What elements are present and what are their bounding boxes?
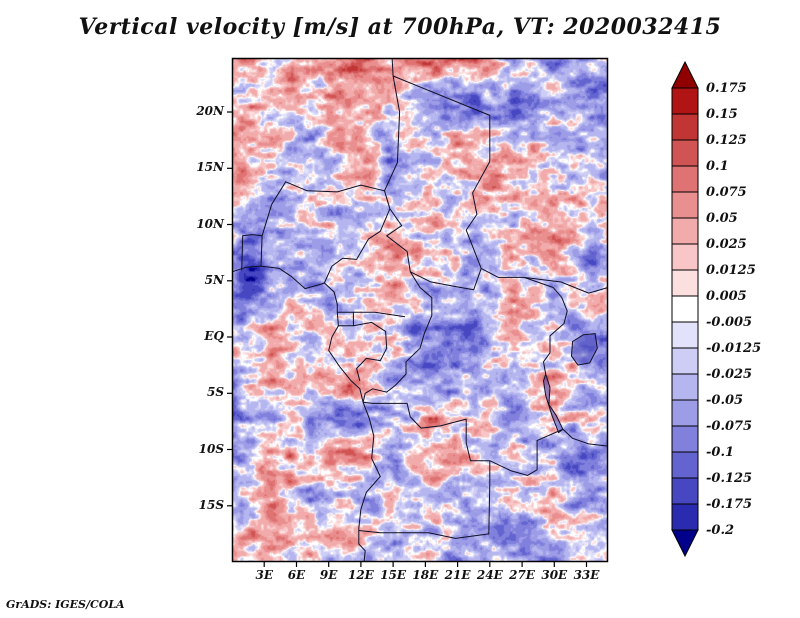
colorbar-label: 0.005 bbox=[706, 289, 747, 304]
x-tick-label: 18E bbox=[412, 568, 439, 582]
colorbar-top-arrow bbox=[671, 60, 699, 89]
map-plot-area bbox=[227, 57, 609, 567]
colorbar-label: -0.05 bbox=[706, 393, 743, 408]
colorbar-segment bbox=[671, 269, 699, 297]
colorbar-label: 0.05 bbox=[706, 211, 738, 226]
country-border bbox=[386, 208, 482, 291]
colorbar-segment bbox=[671, 191, 699, 219]
x-tick-label: 15E bbox=[380, 568, 407, 582]
lake-outline bbox=[542, 372, 564, 434]
country-borders-overlay bbox=[227, 57, 609, 567]
country-border bbox=[562, 428, 609, 447]
y-tick-label: 10N bbox=[196, 216, 224, 231]
country-border bbox=[392, 75, 491, 162]
y-tick-label: 5S bbox=[206, 385, 224, 400]
country-border bbox=[260, 204, 273, 267]
colorbar-segment bbox=[671, 503, 699, 531]
colorbar-segment bbox=[671, 243, 699, 271]
colorbar-segment bbox=[671, 217, 699, 245]
country-border bbox=[362, 271, 433, 403]
colorbar-segment bbox=[671, 165, 699, 193]
colorbar-label: -0.175 bbox=[706, 497, 752, 512]
lake-outline bbox=[570, 333, 598, 366]
country-border bbox=[358, 483, 491, 539]
colorbar-label: 0.1 bbox=[706, 159, 729, 174]
colorbar-label: -0.075 bbox=[706, 419, 752, 434]
colorbar-segment bbox=[671, 139, 699, 167]
colorbar-segment bbox=[671, 295, 699, 323]
country-border bbox=[524, 276, 609, 294]
y-tick-label: 15N bbox=[196, 160, 224, 175]
colorbar-bottom-arrow bbox=[671, 529, 699, 558]
x-tick-label: 24E bbox=[476, 568, 503, 582]
country-border bbox=[231, 265, 381, 563]
x-tick-label: 30E bbox=[541, 568, 568, 582]
colorbar-label: 0.0125 bbox=[706, 263, 756, 278]
country-border bbox=[524, 276, 568, 375]
colorbar-segment bbox=[671, 451, 699, 479]
y-tick-label: 10S bbox=[198, 441, 224, 456]
colorbar-segment bbox=[671, 347, 699, 375]
velocity-field-heatmap bbox=[232, 58, 608, 562]
y-tick-label: 15S bbox=[198, 497, 224, 512]
country-border bbox=[353, 311, 406, 318]
plot-title: Vertical velocity [m/s] at 700hPa, VT: 2… bbox=[78, 14, 722, 40]
colorbar-label: 0.075 bbox=[706, 185, 747, 200]
x-tick-label: 3E bbox=[255, 568, 273, 582]
x-tick-label: 21E bbox=[444, 568, 471, 582]
country-border bbox=[363, 401, 491, 484]
x-tick-label: 12E bbox=[347, 568, 374, 582]
colorbar-label: 0.175 bbox=[706, 81, 747, 96]
credit-text: GrADS: IGES/COLA bbox=[6, 598, 125, 611]
colorbar-label: 0.125 bbox=[706, 133, 747, 148]
y-tick-label: EQ bbox=[204, 329, 224, 343]
x-tick-label: 6E bbox=[287, 568, 306, 582]
country-border bbox=[271, 181, 385, 205]
colorbar-label: -0.0125 bbox=[706, 341, 761, 356]
y-tick-label: 5N bbox=[204, 272, 224, 287]
colorbar-label: -0.2 bbox=[706, 523, 734, 538]
x-tick-label: 27E bbox=[509, 568, 535, 582]
colorbar: 0.175 0.15 0.125 0.1 0.075 0.05 0.025 0.0125 0.0… bbox=[671, 60, 761, 558]
country-border bbox=[465, 161, 525, 278]
x-tick-label: 9E bbox=[319, 568, 338, 582]
colorbar-segment bbox=[671, 321, 699, 349]
colorbar-label: 0.025 bbox=[706, 237, 747, 252]
country-border bbox=[241, 234, 263, 271]
colorbar-label: 0.15 bbox=[706, 107, 738, 122]
colorbar-segment bbox=[671, 113, 699, 141]
colorbar-label: -0.125 bbox=[706, 471, 752, 486]
country-border bbox=[323, 190, 391, 284]
colorbar-label: -0.005 bbox=[706, 315, 752, 330]
country-border bbox=[384, 57, 401, 192]
colorbar-segment bbox=[671, 477, 699, 505]
colorbar-segment bbox=[671, 87, 699, 115]
country-border bbox=[353, 321, 388, 382]
colorbar-label: -0.025 bbox=[706, 367, 752, 382]
map-frame bbox=[231, 57, 609, 563]
colorbar-segment bbox=[671, 399, 699, 427]
colorbar-segment bbox=[671, 425, 699, 453]
x-tick-label: 33E bbox=[573, 568, 600, 582]
colorbar-segment bbox=[671, 373, 699, 401]
colorbar-label: -0.1 bbox=[706, 445, 734, 460]
country-border bbox=[337, 311, 354, 327]
y-tick-label: 20N bbox=[196, 104, 224, 118]
country-border bbox=[489, 428, 564, 476]
